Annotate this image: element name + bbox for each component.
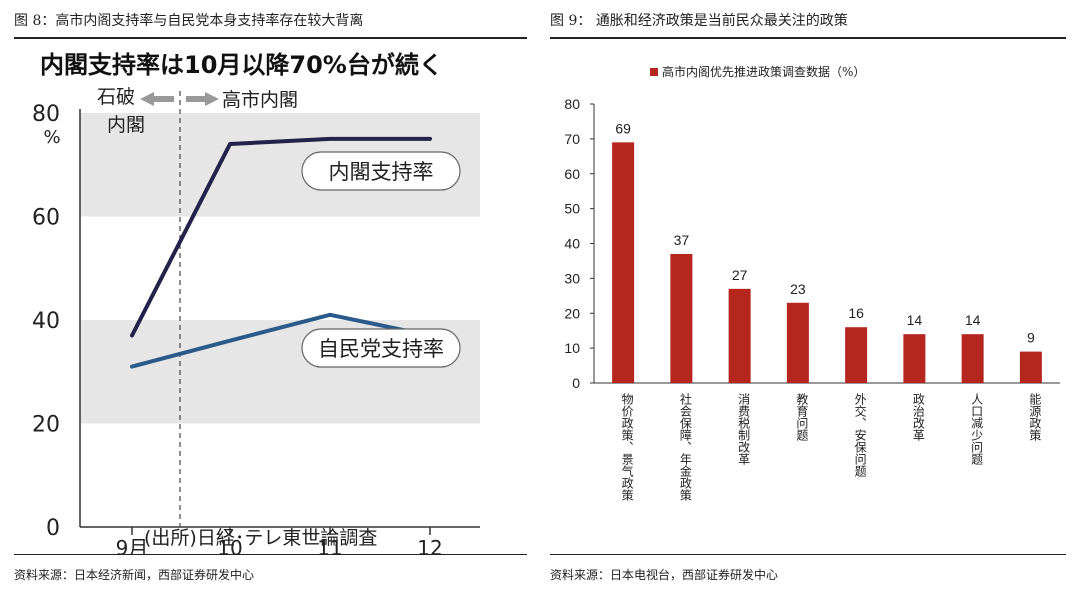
legend-label: 高市内阁优先推进政策调查数据（%） — [662, 64, 865, 79]
category-label-6: 人口减少问题 — [970, 393, 984, 465]
category-label-4: 外交、安保问题 — [853, 393, 867, 477]
x-tick-label-1: 10 — [217, 536, 242, 554]
y-tick-label-80: 80 — [32, 102, 60, 127]
y-tick-label-10: 10 — [564, 340, 580, 356]
policy-priority-bar-chart: 高市内阁优先推进政策调查数据（%） 0 10 20 30 40 50 60 70 80 69 物价政策… — [564, 64, 1060, 501]
category-label-7: 能源政策 — [1028, 393, 1042, 441]
category-label-1: 社会保障、年金政策 — [678, 392, 692, 501]
bar-7 — [1019, 351, 1042, 383]
bar-value-label-2: 27 — [732, 267, 748, 283]
y-tick-label-20: 20 — [564, 305, 580, 321]
y-tick-label-40: 40 — [32, 309, 60, 334]
bar-value-label-4: 16 — [848, 305, 864, 321]
y-tick-label-80: 80 — [564, 96, 580, 112]
bar-5 — [903, 334, 926, 383]
bar-value-label-3: 23 — [790, 281, 806, 297]
series-line-1 — [130, 312, 432, 369]
figure-8-bottom-rule — [14, 554, 527, 555]
bar-value-label-0: 69 — [615, 120, 631, 136]
y-tick-label-0: 0 — [572, 375, 580, 391]
series-label-box-0 — [301, 151, 461, 191]
figure-9-title: 图 9： 通胀和经济政策是当前民众最关注的政策 — [550, 13, 848, 29]
y-tick-label-20: 20 — [32, 413, 60, 438]
y-tick-label-60: 60 — [564, 166, 580, 182]
category-label-5: 政治改革 — [911, 393, 925, 441]
chart-title: 内閣支持率は10月以降70%台が続く — [40, 51, 443, 79]
y-tick-label-0: 0 — [46, 516, 60, 541]
cabinet-approval-line-chart: 内閣支持率は10月以降70%台が続く 0 20 40 60 80% 9月 10 11 12 石破内閣… — [32, 51, 480, 554]
bar-6 — [961, 334, 984, 383]
figure-9-top-rule — [550, 37, 1066, 39]
y-tick-label-40: 40 — [564, 236, 580, 252]
annotation-before-line2: 内閣 — [107, 114, 145, 136]
y-unit-label: % — [43, 127, 60, 148]
figure-9-source: 资料来源：日本电视台，西部证券研发中心 — [550, 568, 779, 582]
bar-0 — [612, 142, 635, 383]
bar-2 — [728, 288, 751, 383]
legend-swatch — [650, 68, 658, 76]
y-tick-label-50: 50 — [564, 201, 580, 217]
y-tick-label-30: 30 — [564, 270, 580, 286]
series-label-1: 自民党支持率 — [318, 337, 444, 361]
category-label-0: 物价政策、景气政策 — [620, 393, 634, 501]
x-tick-label-3: 12 — [417, 536, 442, 554]
figure-8-title: 图 8：高市内阁支持率与自民党本身支持率存在较大背离 — [14, 13, 364, 29]
figure-8-top-rule — [14, 37, 527, 39]
right-arrow-icon — [186, 92, 219, 106]
x-tick-label-0: 9月 — [116, 536, 149, 554]
bar-value-label-6: 14 — [965, 312, 981, 328]
category-label-2: 消费税制改革 — [737, 393, 751, 465]
series-line-0 — [130, 136, 432, 338]
bar-1 — [670, 253, 693, 383]
bar-3 — [786, 302, 809, 383]
figure-8-source: 资料来源：日本经济新闻，西部证券研发中心 — [14, 568, 255, 582]
bar-value-label-5: 14 — [907, 312, 923, 328]
x-tick-label-2: 11 — [317, 536, 342, 554]
y-tick-label-70: 70 — [564, 131, 580, 147]
series-label-0: 内閣支持率 — [329, 160, 434, 184]
bar-value-label-1: 37 — [674, 232, 690, 248]
left-arrow-icon — [140, 92, 174, 106]
figure-9-panel: 图 9： 通胀和经济政策是当前民众最关注的政策 高市内阁优先推进政策调查数据（%… — [550, 0, 1066, 589]
bar-value-label-7: 9 — [1027, 330, 1035, 346]
bar-4 — [845, 327, 868, 383]
annotation-before-line1: 石破 — [97, 86, 135, 108]
figure-9-bottom-rule — [550, 554, 1066, 555]
category-label-3: 教育问题 — [795, 392, 809, 441]
y-tick-label-60: 60 — [32, 206, 60, 231]
series-label-box-1 — [301, 328, 461, 368]
annotation-after: 高市内閣 — [222, 89, 298, 111]
chart-source-note: (出所)日経･テレ東世論調査 — [144, 527, 377, 549]
figure-8-panel: 图 8：高市内阁支持率与自民党本身支持率存在较大背离 内閣支持率は10月以降70… — [14, 0, 527, 589]
